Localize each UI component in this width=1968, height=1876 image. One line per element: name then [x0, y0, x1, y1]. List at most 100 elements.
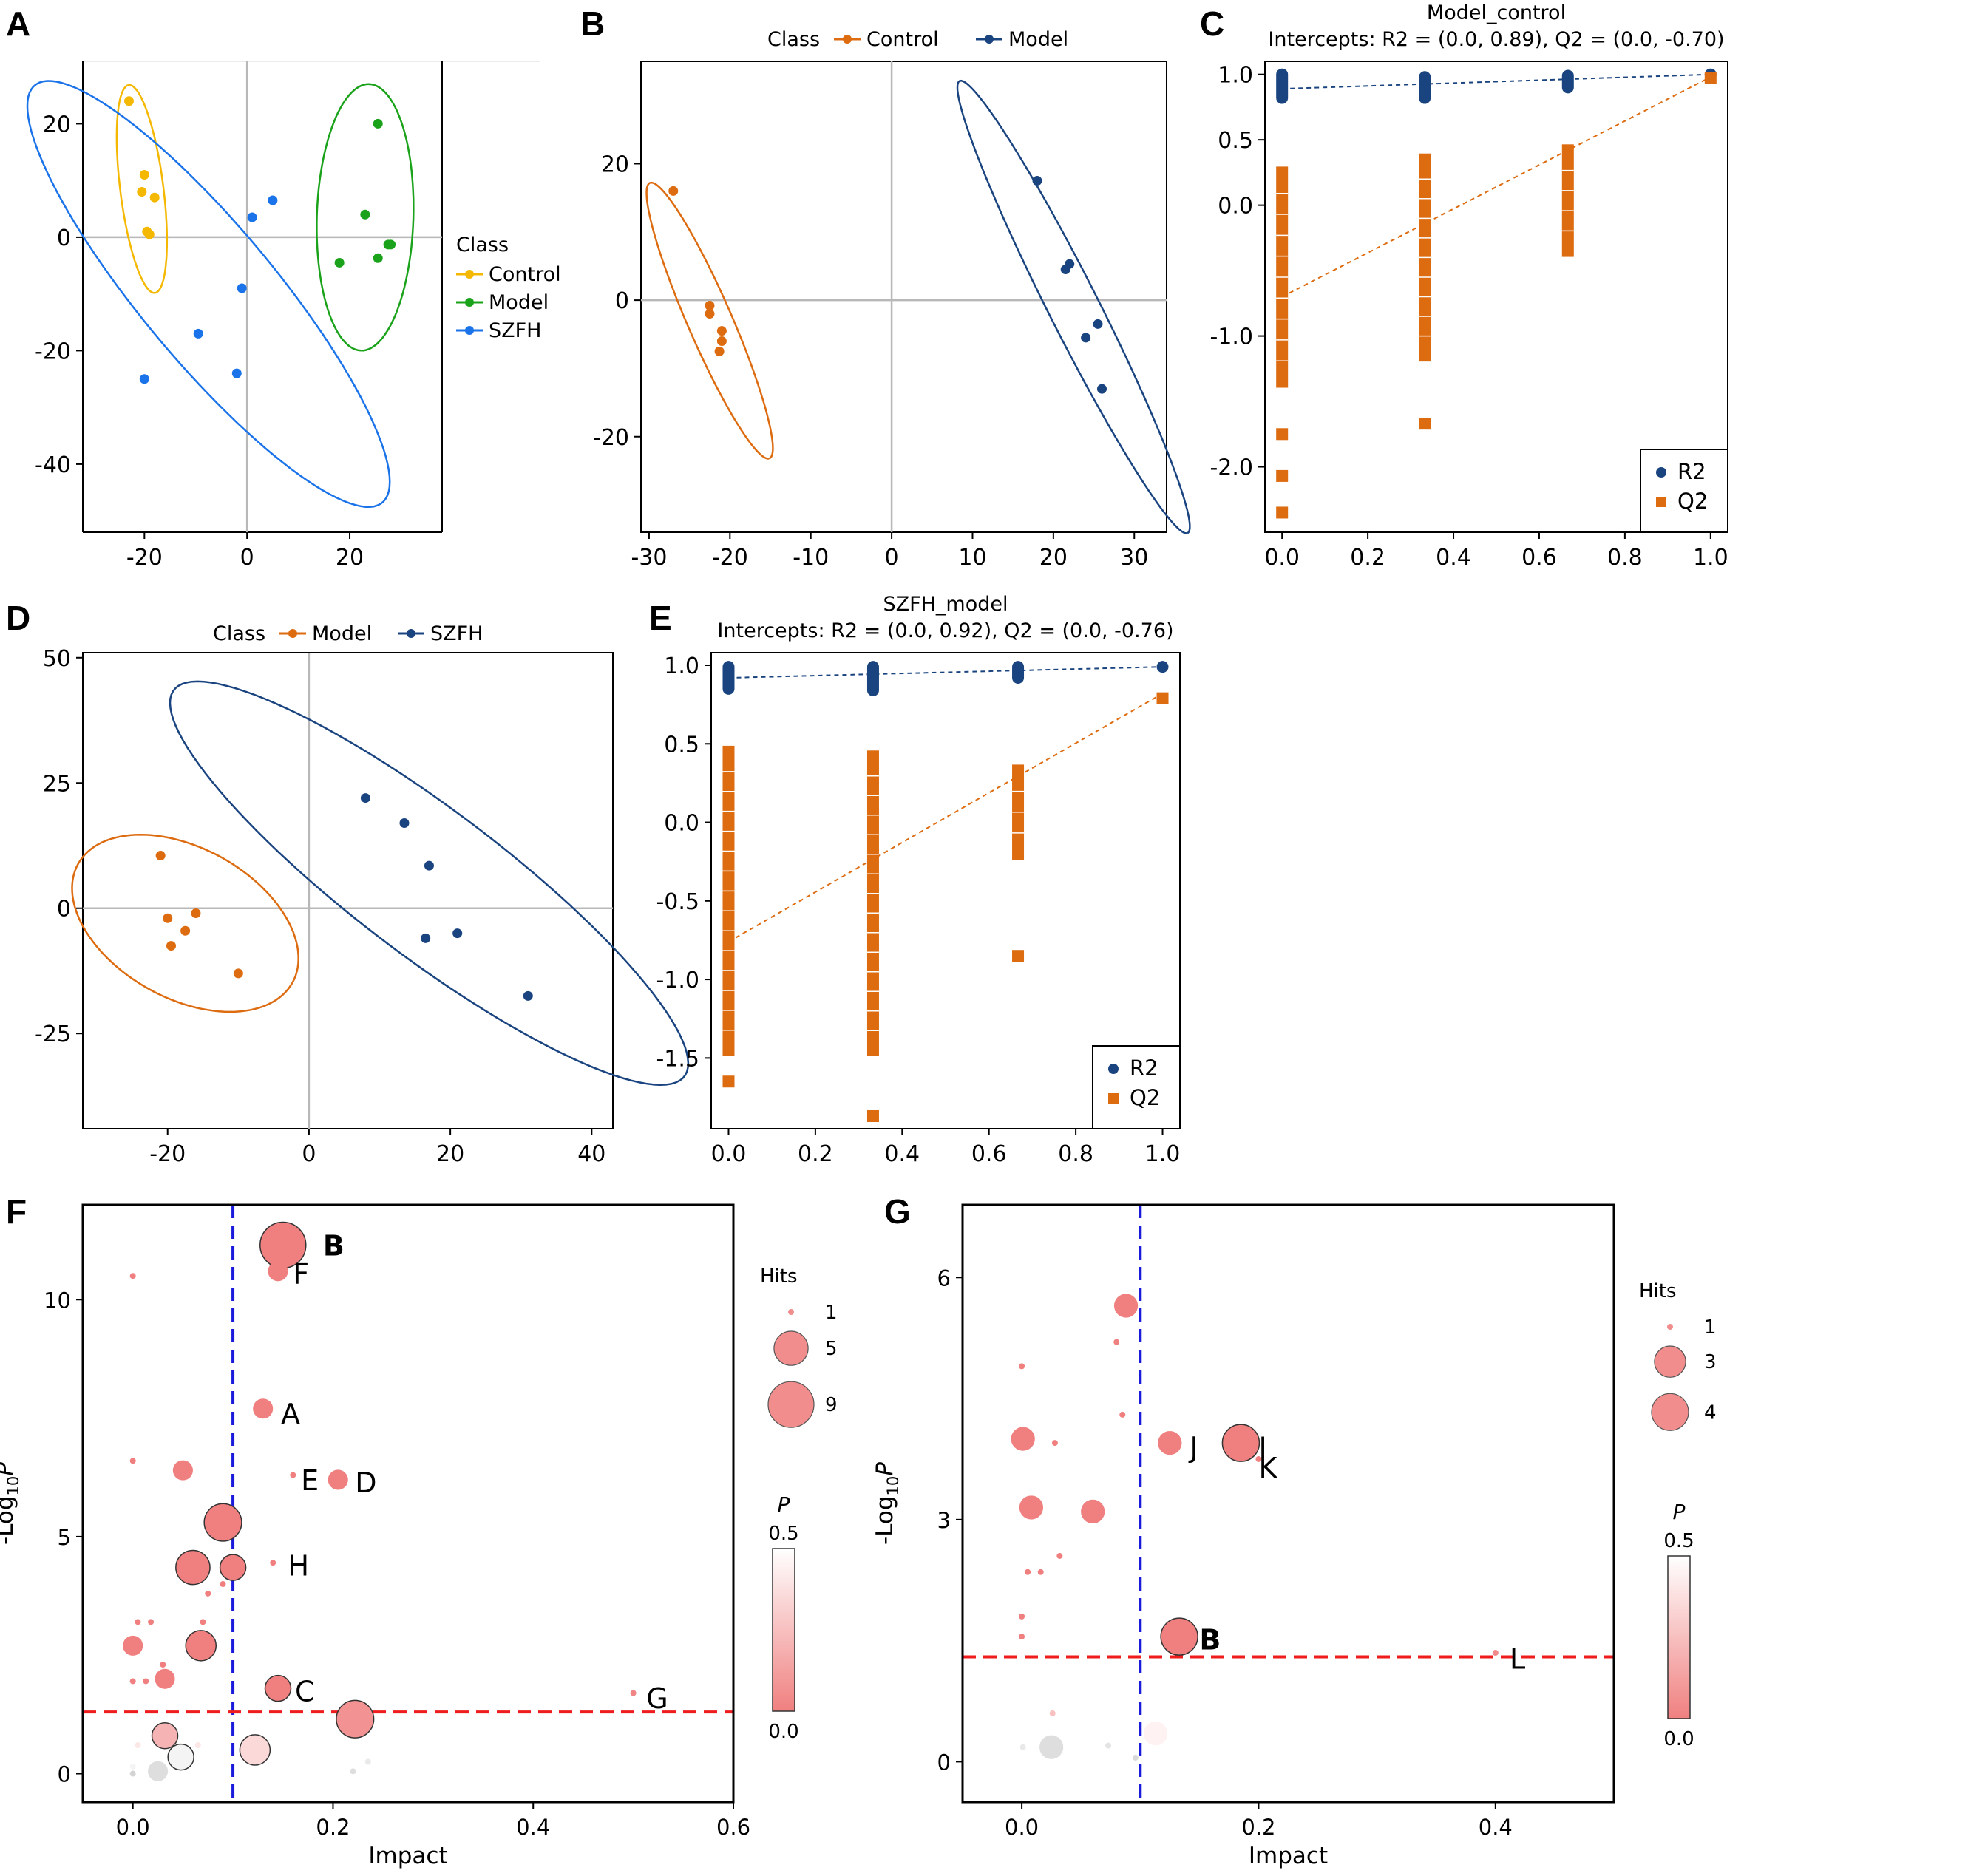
- pathway-bubble: [219, 1554, 247, 1581]
- pathway-bubble: [129, 1458, 136, 1464]
- pathway-annotation: I: [1258, 1432, 1266, 1464]
- panel-letter-b: B: [580, 4, 605, 43]
- plot-frame: [640, 61, 1167, 533]
- r2-point-stack: [866, 661, 879, 697]
- regression-line: [727, 693, 1164, 942]
- chart-subtitle: Intercepts: R2 = (0.0, 0.92), Q2 = (0.0,…: [717, 619, 1173, 642]
- data-point: [421, 933, 431, 943]
- pathway-bubble: [1056, 1552, 1063, 1559]
- pathway-bubble: [1113, 1294, 1139, 1318]
- plot-frame: [1264, 61, 1728, 533]
- legend-label: Model: [489, 291, 549, 314]
- size-legend-title: Hits: [760, 1265, 798, 1288]
- data-point: [191, 908, 201, 919]
- data-point: [166, 941, 176, 951]
- pathway-bubble: [220, 1581, 226, 1588]
- pathway-bubble: [129, 1770, 136, 1777]
- pathway-bubble: [1025, 1569, 1031, 1575]
- legend-label: Q2: [1130, 1085, 1160, 1110]
- pathway-annotation: K: [1258, 1452, 1277, 1484]
- pathway-annotation: F: [293, 1258, 309, 1291]
- q2-point: [1276, 428, 1289, 441]
- data-point: [1060, 265, 1070, 275]
- legend-label: Control: [866, 28, 939, 51]
- size-legend-bubble: [1667, 1324, 1673, 1330]
- x-tick-label: 20: [336, 545, 364, 571]
- size-legend: Hits 1 5 9: [760, 1265, 838, 1428]
- x-tick-label: 0.0: [1264, 545, 1300, 571]
- y-tick-label: 0.0: [664, 811, 699, 837]
- panel-letter-f: F: [6, 1192, 27, 1231]
- y-tick-label: 5: [58, 1525, 71, 1550]
- q2-point: [1276, 506, 1289, 519]
- x-tick-label: 0: [302, 1141, 316, 1167]
- x-tick-label: -20: [712, 545, 748, 571]
- pathway-bubble: [239, 1734, 271, 1766]
- pathway-bubble: [336, 1699, 375, 1739]
- data-point: [155, 851, 166, 861]
- pathway-annotation: G: [646, 1682, 668, 1715]
- q2-point: [1419, 418, 1431, 430]
- pathway-bubble: [185, 1630, 217, 1662]
- confidence-ellipse: [956, 79, 1191, 534]
- x-tick-label: 0.0: [1005, 1815, 1039, 1840]
- chart-title: Model_control: [1427, 1, 1566, 24]
- r2-point: [1156, 661, 1169, 673]
- pathway-bubble: [143, 1678, 149, 1685]
- x-tick-label: 0.8: [1607, 545, 1643, 571]
- q2-point-stack: [1561, 144, 1574, 257]
- confidence-ellipse: [169, 680, 690, 1087]
- pathway-bubble: [1019, 1634, 1025, 1640]
- legend-title: Class: [213, 622, 265, 645]
- y-tick-label: -25: [35, 1022, 71, 1047]
- data-point: [247, 212, 257, 222]
- y-tick-label: 0: [57, 897, 71, 922]
- pathway-bubble: [290, 1472, 296, 1478]
- pathway-annotation: H: [288, 1549, 310, 1582]
- data-point: [237, 283, 247, 293]
- color-legend-min: 0.0: [768, 1721, 798, 1743]
- color-legend-title: P: [778, 1492, 790, 1517]
- pathway-bubble: [155, 1668, 175, 1689]
- y-tick-label: -1.0: [656, 968, 699, 993]
- pathway-bubble: [253, 1398, 274, 1419]
- pathway-bubble: [151, 1722, 179, 1750]
- legend-label: R2: [1677, 459, 1706, 484]
- legend-marker: [985, 35, 994, 44]
- x-tick-label: -20: [149, 1141, 186, 1167]
- chart-panel-b: -30 -20 -10 0 10 20 30 -20 0 20 Class Control Model: [593, 28, 1191, 571]
- pathway-bubble: [147, 1761, 169, 1781]
- pathway-bubble: [350, 1768, 356, 1775]
- plot-frame: [81, 1203, 735, 1804]
- y-tick-label: 10: [44, 1288, 71, 1313]
- legend-marker: [1108, 1064, 1119, 1074]
- plot-frame: [710, 652, 1181, 1129]
- y-tick-label: 20: [43, 112, 71, 137]
- pathway-annotation: L: [1510, 1643, 1525, 1676]
- pathway-bubble: [1105, 1742, 1112, 1749]
- x-tick-label: 0.2: [1350, 545, 1385, 571]
- pathway-bubble: [264, 1674, 292, 1702]
- x-tick-label: 0.2: [1241, 1815, 1275, 1840]
- x-tick-label: 0.6: [1521, 545, 1557, 571]
- data-point: [668, 186, 679, 196]
- panel-letter-e: E: [649, 599, 672, 637]
- pathway-bubble: [1113, 1339, 1120, 1345]
- pathway-bubble: [1039, 1735, 1064, 1759]
- legend-label: Control: [489, 263, 561, 286]
- data-point: [452, 928, 463, 939]
- size-legend: Hits 1 3 4: [1639, 1280, 1717, 1431]
- legend-marker: [1108, 1093, 1119, 1104]
- x-tick-label: 0.4: [884, 1141, 920, 1167]
- plot-frame: [82, 652, 614, 1129]
- size-legend-bubble: [1651, 1393, 1689, 1431]
- size-legend-label: 1: [1704, 1316, 1717, 1339]
- data-point: [386, 239, 396, 250]
- size-legend-bubble: [767, 1381, 815, 1428]
- chart-title: SZFH_model: [883, 593, 1008, 616]
- chart-panel-f: BF A E D H C G 0.0 0.2 0.4 0.6 0 5 10 Impact -Log10P Hit…: [0, 1203, 838, 1869]
- pathway-bubble: [175, 1549, 211, 1586]
- data-point: [714, 346, 725, 356]
- q2-point: [1156, 692, 1169, 704]
- color-bar: [1667, 1555, 1691, 1719]
